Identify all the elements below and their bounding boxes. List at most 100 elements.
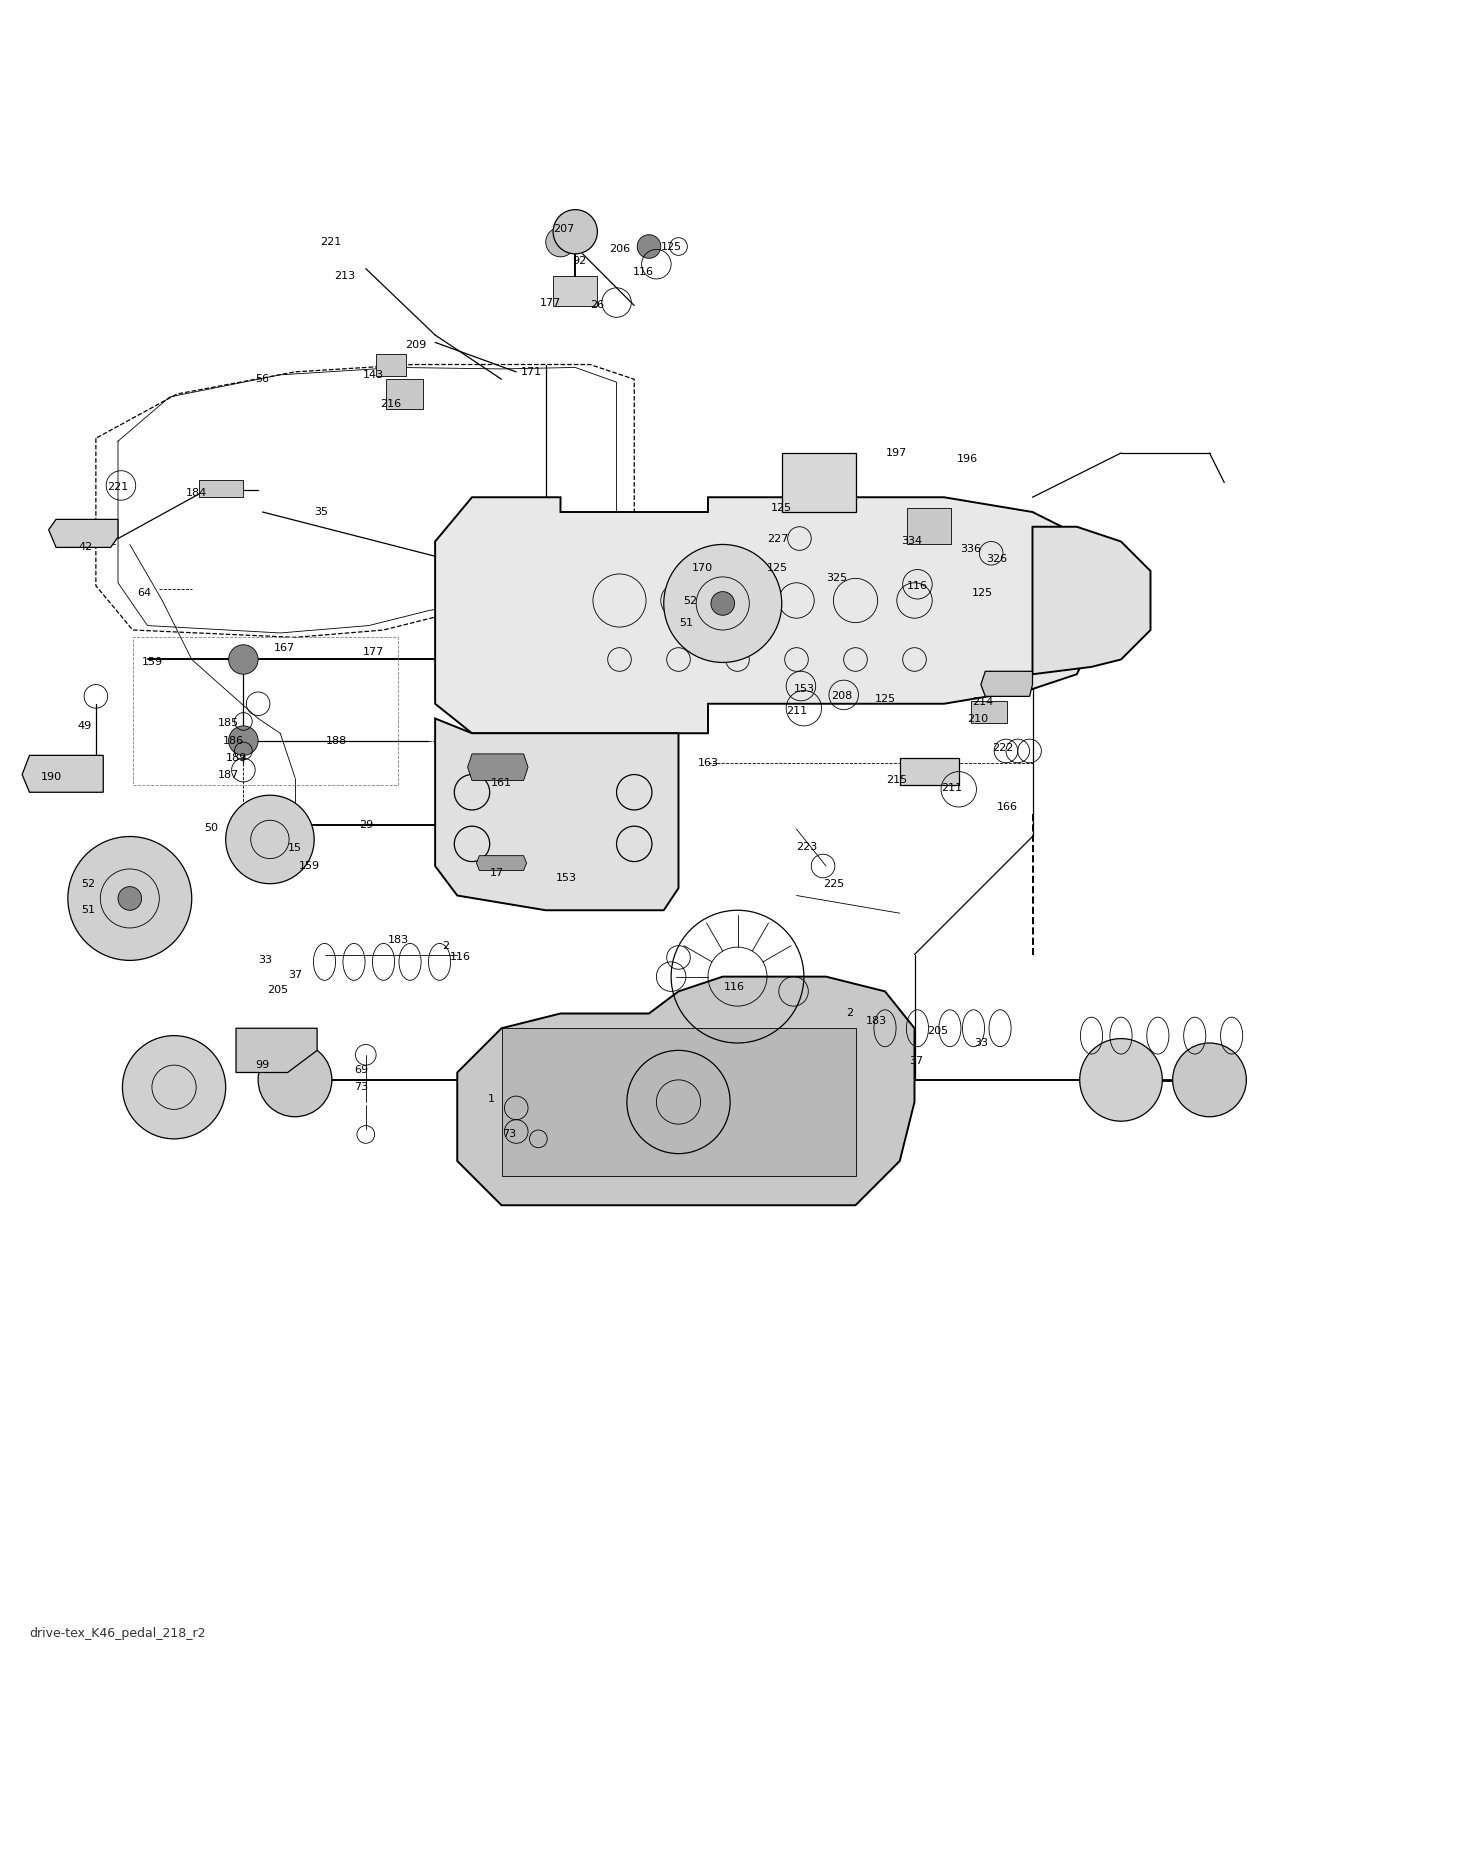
Text: 221: 221 — [108, 481, 128, 492]
Text: 125: 125 — [661, 242, 681, 252]
Polygon shape — [468, 755, 528, 781]
Text: 189: 189 — [226, 753, 246, 764]
Bar — [386, 379, 423, 409]
Polygon shape — [22, 755, 103, 792]
Text: 2: 2 — [442, 940, 448, 951]
Text: drive-tex_K46_pedal_218_r2: drive-tex_K46_pedal_218_r2 — [30, 1628, 206, 1641]
Text: 205: 205 — [267, 984, 288, 995]
Bar — [199, 479, 243, 498]
Text: 225: 225 — [823, 879, 844, 888]
Text: 17: 17 — [490, 868, 504, 879]
Text: 211: 211 — [786, 707, 807, 716]
Circle shape — [229, 646, 258, 673]
Text: 211: 211 — [941, 783, 962, 794]
Text: 185: 185 — [218, 718, 239, 727]
Text: 216: 216 — [381, 400, 401, 409]
Text: 170: 170 — [692, 562, 712, 574]
Text: 51: 51 — [678, 618, 693, 627]
Text: 166: 166 — [997, 803, 1018, 812]
Polygon shape — [1032, 527, 1150, 673]
Text: 210: 210 — [968, 714, 988, 723]
Bar — [971, 701, 1007, 723]
Text: 171: 171 — [521, 366, 541, 377]
Circle shape — [122, 1036, 226, 1140]
Text: 197: 197 — [886, 448, 907, 459]
Text: 42: 42 — [78, 542, 93, 553]
Text: 159: 159 — [142, 657, 162, 668]
Text: 334: 334 — [901, 536, 922, 546]
Text: 159: 159 — [299, 860, 320, 871]
Circle shape — [229, 725, 258, 755]
Text: 208: 208 — [832, 692, 853, 701]
Text: 215: 215 — [886, 775, 907, 786]
Text: 116: 116 — [724, 982, 745, 992]
Text: 56: 56 — [255, 374, 270, 385]
Text: 49: 49 — [77, 722, 91, 731]
Text: 209: 209 — [406, 340, 426, 350]
Text: 99: 99 — [255, 1060, 270, 1069]
Text: 177: 177 — [540, 298, 560, 307]
Text: 161: 161 — [491, 779, 512, 788]
Circle shape — [553, 209, 597, 253]
Circle shape — [68, 836, 192, 960]
Circle shape — [637, 235, 661, 259]
Bar — [907, 507, 951, 544]
Text: 69: 69 — [354, 1064, 369, 1075]
Text: 64: 64 — [137, 588, 152, 598]
Text: 336: 336 — [960, 544, 981, 553]
Text: 183: 183 — [388, 934, 409, 945]
Circle shape — [226, 796, 314, 884]
Circle shape — [258, 1043, 332, 1117]
Text: 223: 223 — [796, 842, 817, 851]
Text: 125: 125 — [972, 588, 993, 598]
Text: 125: 125 — [875, 694, 895, 705]
Text: 52: 52 — [81, 879, 96, 888]
Text: 184: 184 — [186, 488, 206, 498]
Text: 163: 163 — [698, 758, 718, 768]
Text: 116: 116 — [450, 953, 471, 962]
Text: 1: 1 — [488, 1093, 494, 1104]
Polygon shape — [49, 520, 118, 548]
Text: 187: 187 — [218, 770, 239, 779]
Text: 153: 153 — [794, 684, 814, 694]
Text: 205: 205 — [928, 1027, 948, 1036]
Text: 186: 186 — [223, 736, 243, 746]
Text: 143: 143 — [363, 370, 384, 379]
Text: 2: 2 — [847, 1008, 853, 1019]
Text: 125: 125 — [767, 562, 788, 574]
Polygon shape — [457, 977, 914, 1204]
Bar — [502, 1029, 856, 1177]
Text: 35: 35 — [314, 507, 329, 516]
Polygon shape — [476, 857, 527, 870]
Text: 33: 33 — [258, 955, 273, 966]
Text: 116: 116 — [633, 266, 653, 276]
Circle shape — [664, 544, 782, 662]
Text: 214: 214 — [972, 697, 993, 707]
Text: 188: 188 — [326, 736, 347, 746]
Text: 167: 167 — [274, 642, 295, 653]
Text: 222: 222 — [993, 744, 1013, 753]
Text: 213: 213 — [335, 270, 355, 281]
Bar — [553, 276, 597, 305]
Text: 33: 33 — [974, 1038, 988, 1047]
Polygon shape — [981, 672, 1032, 696]
Text: 52: 52 — [683, 596, 698, 605]
Text: 325: 325 — [826, 574, 847, 583]
Text: 73: 73 — [502, 1130, 516, 1140]
Text: 153: 153 — [556, 873, 577, 882]
Bar — [376, 353, 406, 376]
Bar — [900, 758, 959, 784]
Text: 50: 50 — [204, 823, 218, 832]
Text: 116: 116 — [907, 581, 928, 590]
Text: 183: 183 — [866, 1016, 886, 1027]
Circle shape — [118, 886, 142, 910]
Text: 207: 207 — [553, 224, 574, 233]
Polygon shape — [236, 1029, 317, 1073]
Text: 26: 26 — [590, 300, 605, 311]
Text: 221: 221 — [320, 237, 341, 248]
Circle shape — [711, 592, 735, 616]
Text: 190: 190 — [41, 773, 62, 783]
Text: 37: 37 — [288, 969, 302, 981]
Text: 196: 196 — [957, 453, 978, 464]
Circle shape — [1173, 1043, 1246, 1117]
